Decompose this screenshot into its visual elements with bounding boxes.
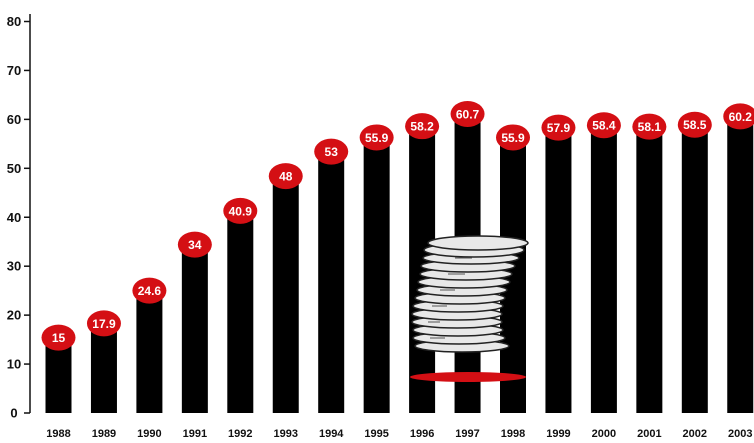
- data-label-badge: [632, 113, 667, 140]
- data-label: 58.1: [638, 120, 662, 134]
- data-label-badge: [541, 114, 576, 141]
- bar: [590, 127, 617, 413]
- data-label: 58.5: [683, 118, 707, 132]
- y-tick-label: 10: [7, 357, 21, 372]
- data-label: 34: [188, 238, 202, 252]
- x-tick-label: 2000: [592, 428, 616, 440]
- x-tick-label: 1997: [455, 428, 479, 440]
- data-label-badge: [405, 113, 440, 140]
- data-label: 48: [279, 170, 293, 184]
- data-label: 58.2: [410, 120, 434, 134]
- x-tick-label: 1989: [92, 428, 116, 440]
- data-label-badge: [132, 277, 167, 304]
- data-label: 55.9: [501, 131, 525, 145]
- bar: [45, 339, 72, 413]
- data-label-badge: [723, 103, 754, 130]
- bar: [727, 118, 754, 414]
- data-label: 57.9: [547, 121, 571, 135]
- data-label-badge: [677, 111, 712, 138]
- data-label: 55.9: [365, 131, 389, 145]
- x-tick-label: 1992: [228, 428, 252, 440]
- x-tick-label: 2002: [683, 428, 707, 440]
- y-tick-label: 70: [7, 63, 21, 78]
- y-ticks: 0 10 20 30 40 50 60 70 80: [7, 14, 30, 421]
- x-tick-label: 2003: [728, 428, 752, 440]
- data-label: 53: [325, 145, 339, 159]
- data-label-badge: [177, 231, 212, 258]
- data-label-badge: [450, 100, 485, 127]
- y-tick-label: 30: [7, 259, 21, 274]
- data-label-badge: [268, 163, 303, 190]
- bar: [136, 292, 163, 413]
- x-tick-label: 1995: [364, 428, 388, 440]
- data-label: 60.7: [456, 107, 480, 121]
- data-label: 40.9: [229, 204, 253, 218]
- y-tick-label: 50: [7, 161, 21, 176]
- bar: [545, 129, 572, 414]
- bar: [318, 153, 345, 413]
- y-tick-label: 40: [7, 210, 21, 225]
- bar: [181, 246, 208, 413]
- x-tick-label: 1998: [501, 428, 525, 440]
- data-label-badge: [223, 197, 258, 224]
- bar: [681, 126, 708, 413]
- data-label-badge: [86, 310, 121, 337]
- data-label: 17.9: [92, 317, 116, 331]
- x-tick-label: 1999: [546, 428, 570, 440]
- y-tick-label: 0: [10, 406, 17, 421]
- x-tick-label: 1990: [137, 428, 161, 440]
- x-tick-label: 1994: [319, 428, 344, 440]
- y-tick-label: 20: [7, 308, 21, 323]
- coin-stack-icon: [410, 235, 529, 382]
- x-tick-label: 1988: [46, 428, 70, 440]
- x-tick-label: 2001: [637, 428, 661, 440]
- data-label-badge: [41, 324, 76, 351]
- data-label: 15: [52, 331, 66, 345]
- bar: [363, 139, 390, 413]
- x-tick-label: 1993: [274, 428, 298, 440]
- data-label: 58.4: [592, 119, 616, 133]
- data-label-badge: [359, 124, 394, 151]
- y-tick-label: 60: [7, 112, 21, 127]
- bar: [272, 178, 299, 413]
- data-label-badge: [496, 124, 530, 151]
- data-label-badge: [314, 138, 349, 165]
- data-label: 24.6: [138, 284, 162, 298]
- bar: [227, 212, 254, 413]
- data-label: 60.2: [729, 110, 753, 124]
- y-tick-label: 80: [7, 14, 21, 29]
- bar: [636, 128, 663, 413]
- bar-series: 15 1988 17.9 1989 24.6 1990 34 1991 40.9 1992 48 19…: [41, 100, 754, 440]
- bar: [90, 325, 117, 413]
- x-tick-label: 1991: [183, 428, 207, 440]
- x-tick-label: 1996: [410, 428, 434, 440]
- data-label-badge: [586, 112, 621, 139]
